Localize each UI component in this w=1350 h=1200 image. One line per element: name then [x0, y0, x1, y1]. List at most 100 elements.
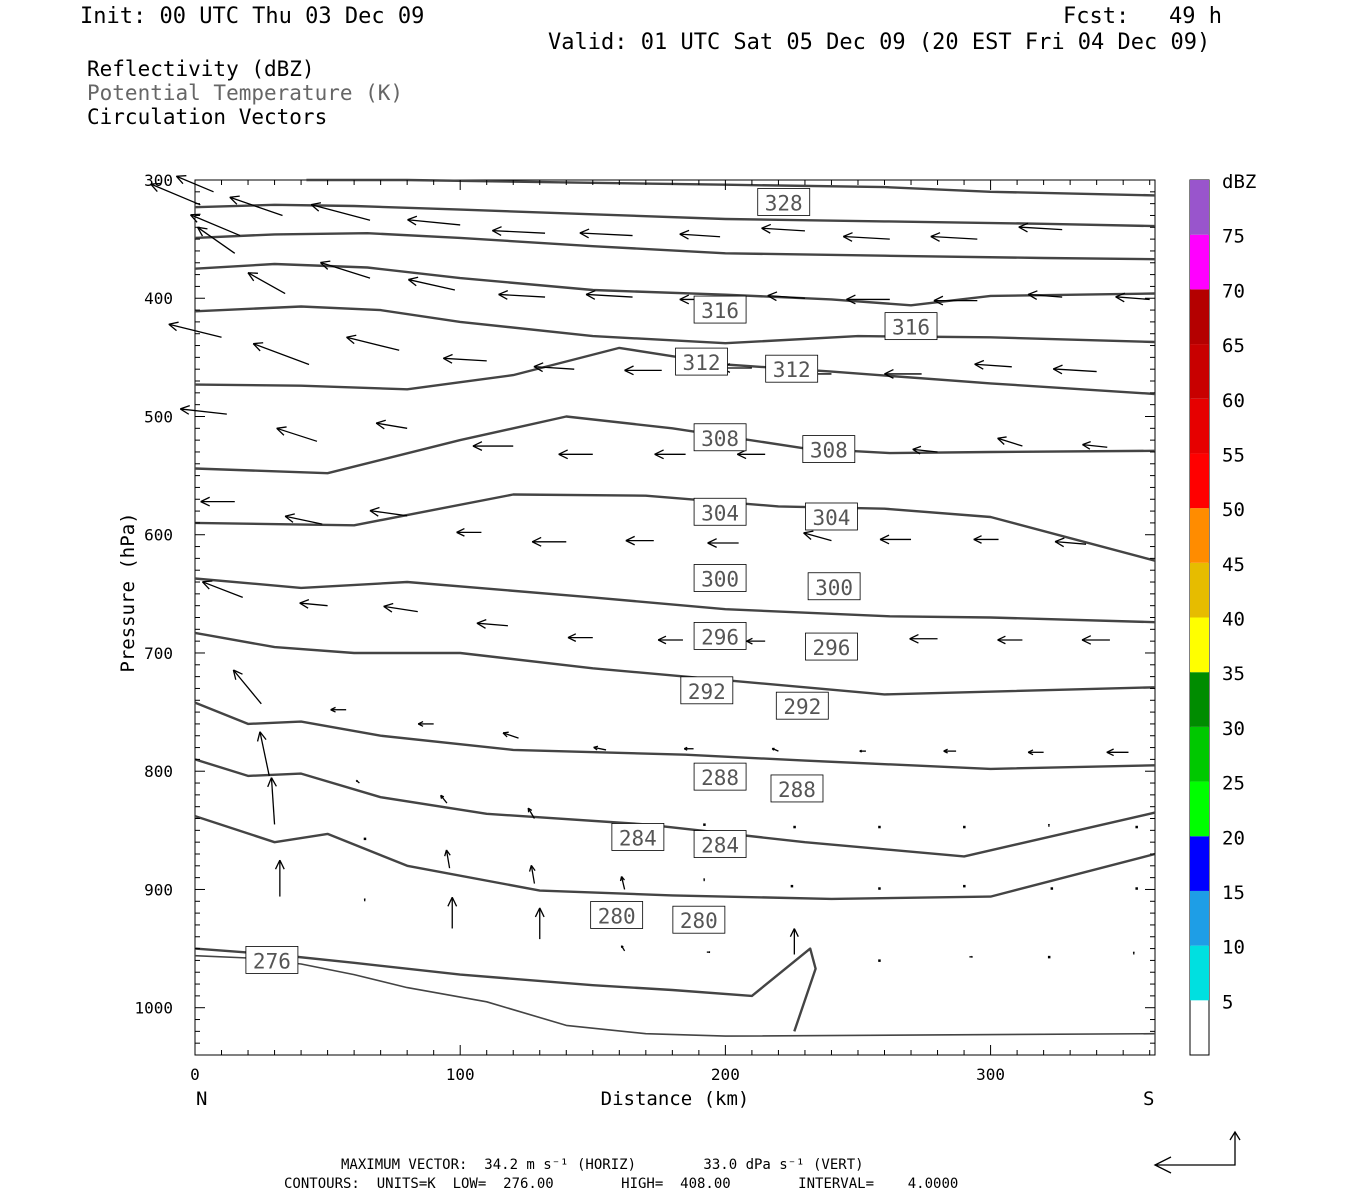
vector-shaft [346, 336, 400, 351]
vector-head [767, 295, 777, 302]
circulation-vector [654, 449, 686, 460]
theta-contour-unlabeled [194, 305, 1156, 345]
vector-shaft [1053, 368, 1097, 373]
circulation-vector [456, 528, 482, 537]
vector-dot [1047, 955, 1051, 959]
circulation-vector [969, 955, 973, 958]
colorbar-label: 5 [1222, 991, 1233, 1013]
circulation-vector [1027, 290, 1063, 301]
contour-label: 316 [693, 295, 747, 324]
circulation-vector [1135, 887, 1138, 890]
theta-contour-316 [194, 262, 1156, 307]
circulation-vector [963, 884, 966, 888]
vector-head [1081, 639, 1092, 645]
vector-shaft [530, 865, 536, 884]
contour-label-text: 308 [810, 439, 848, 463]
vector-head [444, 849, 448, 857]
colorbar-label: 20 [1222, 827, 1245, 849]
vector-shaft [586, 293, 633, 298]
circulation-vector [527, 807, 536, 819]
circulation-vector [619, 876, 626, 890]
vector-head [909, 633, 919, 640]
circulation-vector [1106, 748, 1129, 757]
vector-head [276, 426, 287, 429]
vector-head [1115, 292, 1126, 298]
field-potential-temperature: Potential Temperature (K) [87, 81, 404, 105]
vector-head [407, 219, 417, 226]
vector-head [654, 453, 664, 460]
colorbar-title: dBZ [1222, 171, 1256, 193]
y-tick-label: 600 [144, 526, 173, 545]
vector-head [445, 849, 451, 856]
colorbar-band [1190, 781, 1209, 837]
circulation-vector [878, 887, 881, 890]
circulation-vector [657, 635, 683, 645]
vector-head [330, 709, 336, 713]
vector-head [842, 235, 853, 242]
circulation-vector [1054, 537, 1087, 548]
vector-head [771, 748, 775, 751]
vector-shaft [476, 622, 508, 627]
vector-head [330, 706, 336, 711]
vector-head [284, 513, 295, 517]
contour-label-box [765, 354, 819, 383]
circulation-vector [933, 295, 978, 306]
vector-head [707, 542, 717, 548]
colorbar-band [1190, 945, 1209, 1001]
theta-contour-324 [194, 203, 1156, 228]
theta-contour-284 [194, 814, 1156, 901]
theta-contour-280 [194, 947, 817, 1032]
circulation-vector [355, 779, 360, 784]
vector-head [879, 534, 890, 541]
circulation-vector [310, 202, 371, 221]
vector-dot [963, 825, 966, 829]
vector-head [884, 368, 894, 375]
vector-head [624, 369, 634, 376]
theta-contour-276 [194, 954, 1156, 1037]
colorbar-label: 25 [1222, 773, 1245, 795]
circulation-vector [997, 635, 1023, 645]
circulation-vector [363, 837, 367, 841]
x-left-end-label: N [196, 1088, 207, 1110]
vector-head [846, 294, 856, 301]
vector-head [229, 196, 238, 205]
contour-label: 284 [611, 823, 665, 851]
vector-shaft [407, 219, 461, 226]
contour-label: 312 [675, 347, 728, 376]
vector-head [1082, 441, 1091, 446]
circulation-vector [567, 633, 593, 642]
circulation-vector [878, 959, 881, 962]
vector-shaft [997, 437, 1023, 447]
contour-label-text: 292 [688, 680, 726, 704]
circulation-vector [997, 436, 1023, 447]
colorbar-label: 30 [1222, 718, 1245, 740]
circulation-vector [229, 195, 283, 217]
vector-head [579, 228, 590, 234]
vector-dot [1135, 825, 1138, 829]
vector-shaft [247, 272, 286, 295]
vector-head [803, 530, 814, 534]
colorbar-label: 15 [1222, 882, 1245, 904]
contour-label-box [693, 622, 747, 650]
contour-label-text: 304 [701, 501, 739, 525]
circulation-vector [369, 506, 408, 517]
circulation-vector [593, 745, 607, 751]
circulation-vector [200, 496, 235, 507]
circulation-vector [625, 535, 654, 546]
vector-shaft [376, 422, 408, 429]
vector-head [997, 639, 1006, 645]
vector-head [997, 437, 1005, 445]
colorbar-label: 10 [1222, 937, 1245, 959]
circulation-vector [767, 291, 805, 302]
vector-head [267, 777, 273, 788]
vector-head [492, 230, 502, 236]
contour-label: 304 [693, 497, 747, 526]
circulation-vector [1047, 955, 1051, 959]
vector-head [974, 363, 984, 370]
vector-head [624, 365, 634, 371]
vector-head [859, 750, 862, 753]
contour-label: 304 [805, 502, 858, 531]
circulation-vector [746, 637, 766, 645]
circulation-vector [533, 362, 575, 373]
